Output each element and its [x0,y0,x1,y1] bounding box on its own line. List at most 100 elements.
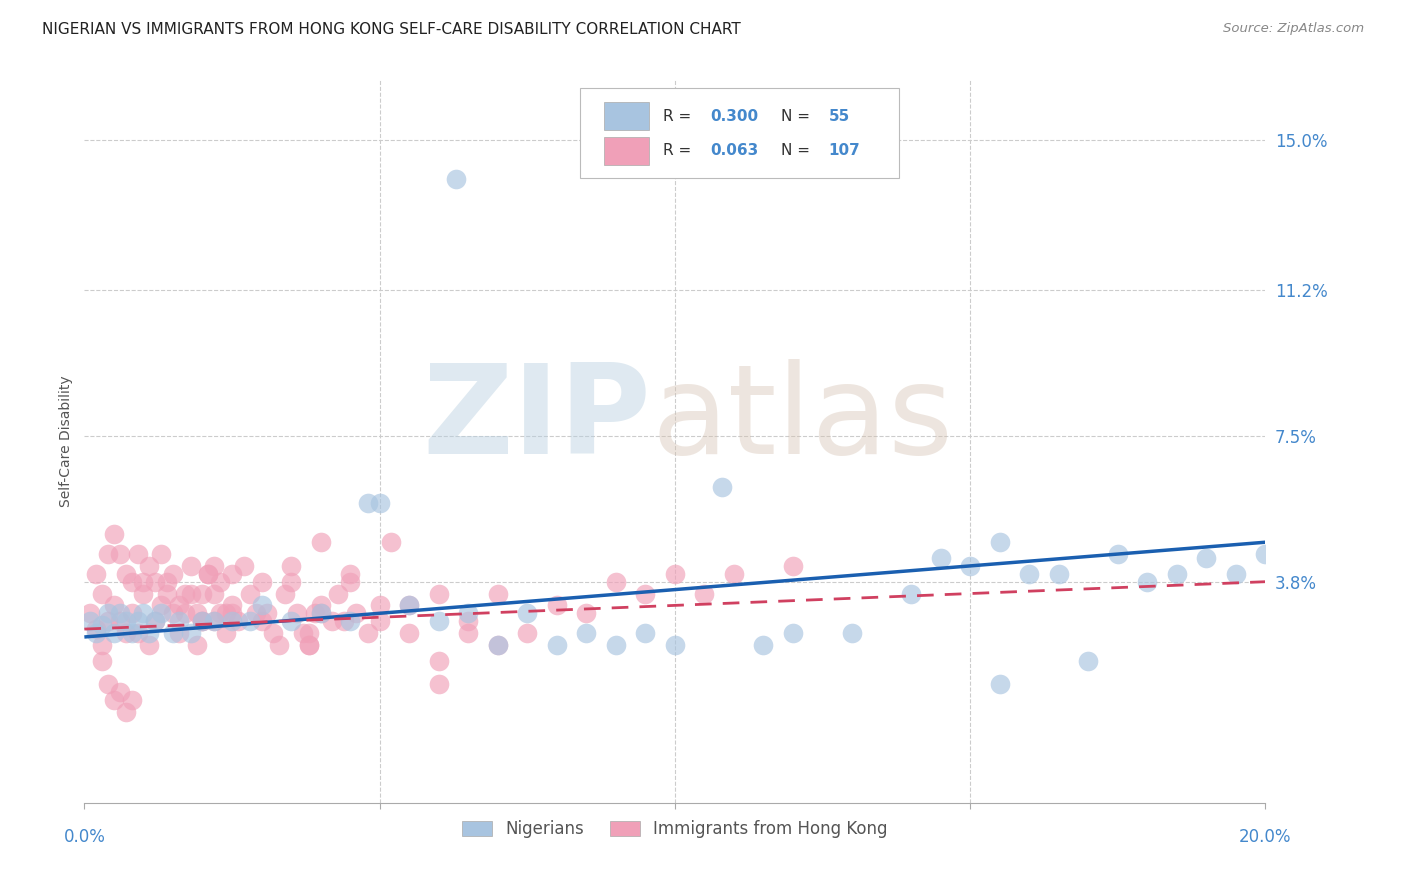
Point [782,558,804,573]
Point [368,599,391,613]
Point [446,172,468,186]
Point [309,607,332,621]
Point [357,626,380,640]
Text: ZIP: ZIP [423,359,651,481]
Point [1077,654,1099,668]
Point [173,586,195,600]
Point [121,693,143,707]
Point [114,705,136,719]
Point [97,677,120,691]
Point [546,599,568,613]
Point [298,626,321,640]
Point [114,626,136,640]
Text: 107: 107 [828,144,860,159]
Point [91,618,114,632]
Point [1225,566,1247,581]
Point [285,607,308,621]
Point [274,586,297,600]
Point [239,586,262,600]
Point [309,535,332,549]
Point [1107,547,1129,561]
Point [180,558,202,573]
Point [180,586,202,600]
Point [280,574,302,589]
Point [232,558,254,573]
Bar [605,103,650,129]
Text: Source: ZipAtlas.com: Source: ZipAtlas.com [1223,22,1364,36]
Text: R =: R = [664,109,696,124]
Point [427,614,450,628]
Point [162,607,184,621]
Point [138,626,160,640]
Point [1047,566,1070,581]
Legend: Nigerians, Immigrants from Hong Kong: Nigerians, Immigrants from Hong Kong [456,814,894,845]
Point [664,638,686,652]
Point [108,547,131,561]
Point [427,586,450,600]
Point [900,586,922,600]
Point [427,677,450,691]
Point [634,626,657,640]
Point [84,566,107,581]
Point [575,626,598,640]
Point [114,566,136,581]
Point [97,607,120,621]
Point [693,586,716,600]
Point [108,614,131,628]
Point [84,626,107,640]
Point [280,614,302,628]
Point [256,607,278,621]
Point [339,614,361,628]
Point [427,654,450,668]
Point [173,607,195,621]
Point [398,599,420,613]
Point [486,638,509,652]
Point [929,551,952,566]
Point [191,586,214,600]
Point [215,607,238,621]
Point [516,626,538,640]
Point [167,614,190,628]
Point [221,607,243,621]
Text: R =: R = [664,144,696,159]
Point [486,586,509,600]
Point [605,638,627,652]
Point [162,626,184,640]
Point [186,607,208,621]
Point [723,566,745,581]
Point [269,638,291,652]
Point [1018,566,1040,581]
Point [191,614,214,628]
Point [1254,547,1277,561]
Point [91,638,114,652]
Point [209,607,232,621]
Point [226,614,249,628]
Point [664,566,686,581]
Text: N =: N = [782,144,815,159]
Point [127,614,149,628]
Point [321,614,343,628]
Point [103,693,125,707]
Point [959,558,981,573]
Point [309,607,332,621]
FancyBboxPatch shape [581,87,900,178]
Point [605,574,627,589]
Point [333,614,356,628]
Point [91,586,114,600]
Point [250,614,273,628]
Point [221,614,243,628]
Point [202,614,225,628]
Point [398,626,420,640]
Point [167,599,190,613]
Point [97,547,120,561]
Point [127,547,149,561]
Point [221,566,243,581]
Point [186,638,208,652]
Point [752,638,775,652]
Point [191,614,214,628]
Point [245,607,267,621]
Point [114,614,136,628]
Point [132,586,155,600]
Point [250,574,273,589]
Point [1166,566,1188,581]
